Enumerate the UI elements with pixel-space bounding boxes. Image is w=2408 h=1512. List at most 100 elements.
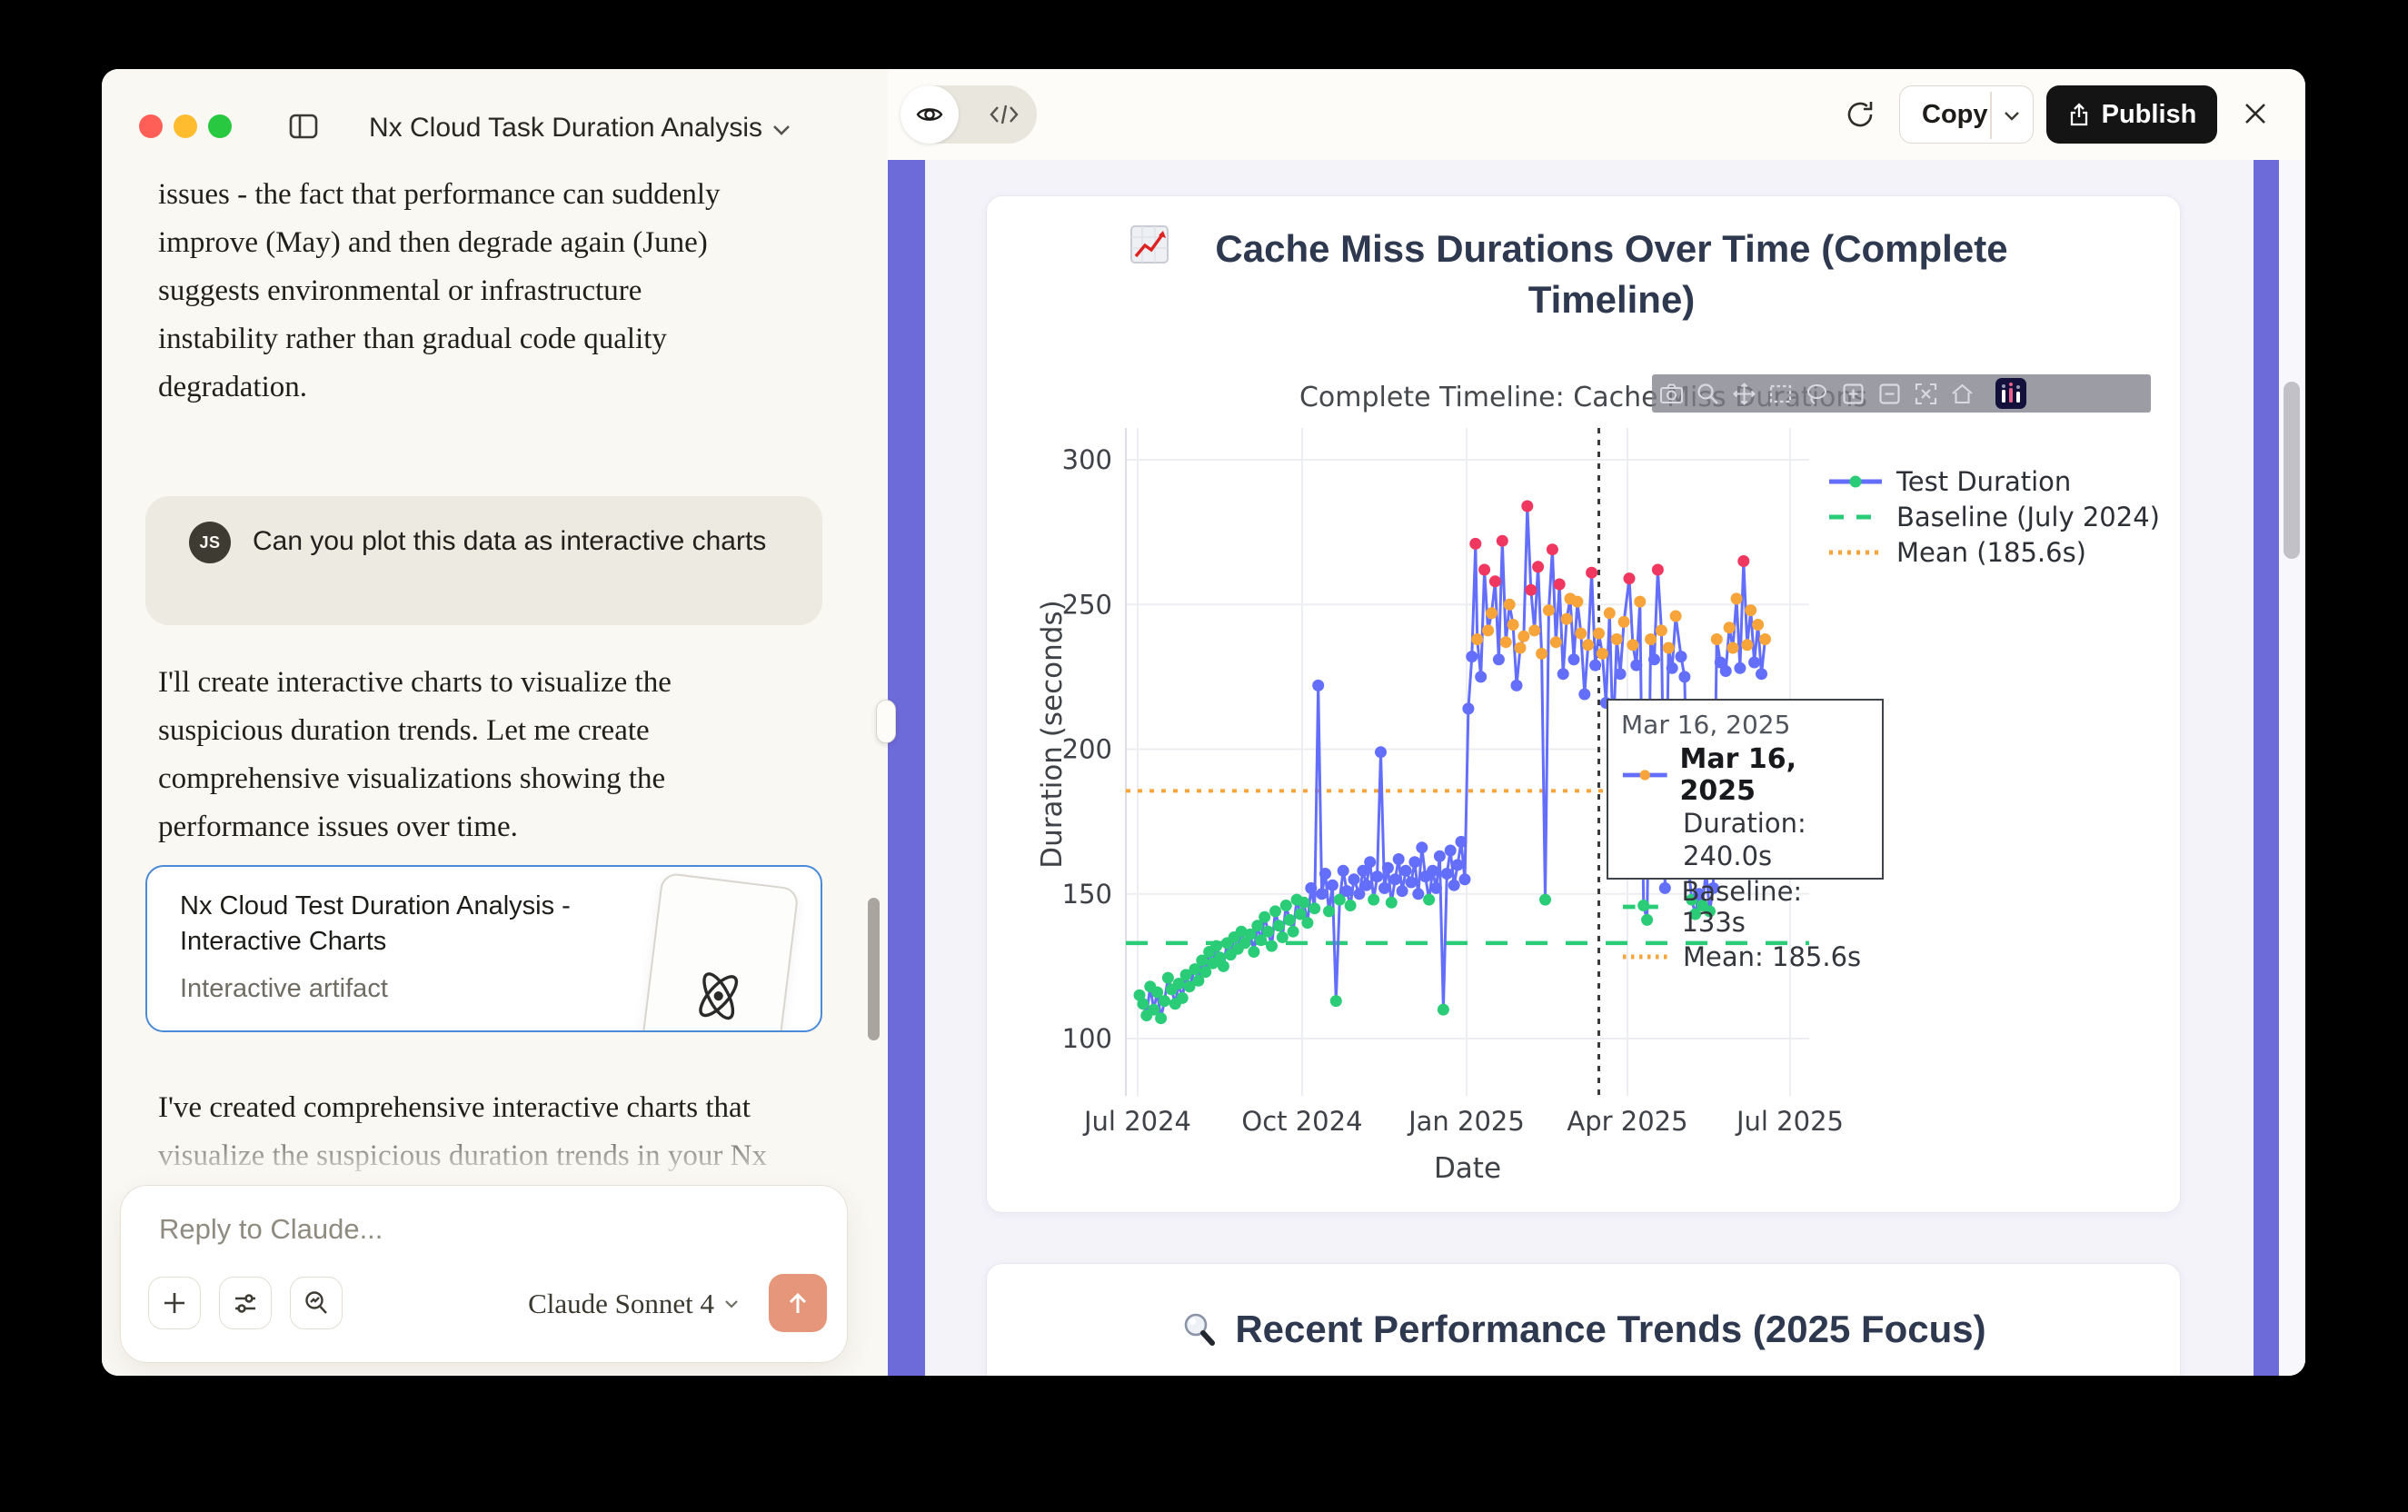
chat-scrollbar[interactable] bbox=[868, 898, 880, 1040]
tooltip-date: Mar 16, 2025 bbox=[1621, 710, 1791, 740]
svg-text:Jul 2025: Jul 2025 bbox=[1735, 1106, 1844, 1137]
chart-card: Cache Miss Durations Over Time (Complete… bbox=[986, 195, 2181, 1213]
svg-text:100: 100 bbox=[1062, 1023, 1112, 1054]
model-selector[interactable]: Claude Sonnet 4 bbox=[528, 1288, 740, 1320]
legend-item-mean[interactable]: Mean (185.6s) bbox=[1827, 537, 2160, 568]
close-window-button[interactable] bbox=[139, 114, 163, 138]
artifact-card[interactable]: Nx Cloud Test Duration Analysis - Intera… bbox=[145, 865, 822, 1032]
box-select-icon[interactable] bbox=[1768, 382, 1793, 406]
chevron-down-icon bbox=[725, 1300, 738, 1308]
copy-divider bbox=[1990, 92, 1992, 139]
autoscale-icon[interactable] bbox=[1914, 382, 1938, 406]
svg-text:Jan 2025: Jan 2025 bbox=[1407, 1106, 1525, 1137]
artifact-card-subtitle: Interactive artifact bbox=[180, 974, 388, 1003]
legend-item-test-duration[interactable]: Test Duration bbox=[1827, 466, 2160, 497]
artifact-thumbnail bbox=[636, 871, 800, 1030]
eye-icon bbox=[916, 108, 943, 121]
preview-tab[interactable] bbox=[901, 85, 959, 144]
chart-tooltip: Mar 16, 2025 Mar 16, 2025 Duration: 240.… bbox=[1607, 699, 1884, 972]
svg-text:250: 250 bbox=[1062, 589, 1112, 620]
arrow-up-icon bbox=[789, 1292, 807, 1313]
preview-code-toggle[interactable] bbox=[901, 85, 1037, 144]
attach-button[interactable] bbox=[148, 1277, 201, 1329]
x-axis-title: Date bbox=[1433, 1152, 1502, 1185]
code-tab[interactable] bbox=[984, 98, 1024, 131]
reply-input[interactable]: Reply to Claude... bbox=[159, 1213, 383, 1245]
copy-label: Copy bbox=[1922, 100, 1988, 129]
chart-legend[interactable]: Test Duration Baseline (July 2024) Mean … bbox=[1827, 466, 2160, 568]
chevron-down-icon bbox=[773, 125, 790, 135]
research-button[interactable] bbox=[290, 1277, 343, 1329]
svg-text:Jul 2024: Jul 2024 bbox=[1082, 1106, 1191, 1137]
reset-axes-icon[interactable] bbox=[1950, 382, 1975, 406]
y-axis-title: Duration (seconds) bbox=[1036, 600, 1069, 869]
zoom-out-icon[interactable] bbox=[1877, 382, 1902, 406]
assistant-paragraph-top: issues - the fact that performance can s… bbox=[158, 178, 721, 403]
trends-heading: Recent Performance Trends (2025 Focus) bbox=[987, 1308, 2180, 1351]
line-marker-swatch bbox=[1829, 475, 1882, 488]
dot-swatch bbox=[1829, 550, 1882, 555]
preview-right-margin bbox=[2254, 160, 2279, 1376]
preview-left-margin bbox=[888, 160, 925, 1376]
conversation-title[interactable]: Nx Cloud Task Duration Analysis bbox=[369, 113, 791, 144]
chat-bottom-fade bbox=[102, 1114, 888, 1196]
svg-text:150: 150 bbox=[1062, 879, 1112, 910]
zoom-window-button[interactable] bbox=[208, 114, 232, 138]
send-button[interactable] bbox=[769, 1274, 827, 1332]
assistant-paragraph: I'll create interactive charts to visual… bbox=[158, 666, 672, 843]
window-controls bbox=[139, 114, 232, 138]
artifact-card-title: Nx Cloud Test Duration Analysis - Intera… bbox=[180, 891, 571, 956]
chart-card-title: Cache Miss Durations Over Time (Complete… bbox=[987, 224, 2180, 325]
pan-icon[interactable] bbox=[1732, 382, 1756, 406]
dash-swatch bbox=[1829, 514, 1882, 520]
atom-icon bbox=[699, 972, 739, 1020]
plus-icon bbox=[164, 1293, 184, 1313]
zoom-in-icon[interactable] bbox=[1841, 382, 1866, 406]
chat-panel: Nx Cloud Task Duration Analysis issues -… bbox=[102, 69, 888, 1376]
reply-composer[interactable]: Reply to Claude... Claude Sonnet 4 bbox=[120, 1185, 848, 1363]
panel-resize-handle[interactable] bbox=[876, 700, 896, 743]
download-plot-icon[interactable] bbox=[1659, 382, 1684, 406]
sidebar-toggle-icon[interactable] bbox=[288, 111, 319, 142]
sliders-icon bbox=[235, 1294, 255, 1313]
user-message-text: Can you plot this data as interactive ch… bbox=[253, 526, 767, 556]
tools-button[interactable] bbox=[219, 1277, 272, 1329]
publish-button[interactable]: Publish bbox=[2046, 85, 2217, 144]
artifact-panel: Copy Publish Cache Miss Durations Over bbox=[888, 69, 2305, 1376]
model-label: Claude Sonnet 4 bbox=[528, 1288, 714, 1319]
preview-scrollbar-track[interactable] bbox=[2279, 160, 2305, 1376]
tooltip-mean: Mean: 185.6s bbox=[1683, 941, 1862, 972]
close-artifact-button[interactable] bbox=[2239, 97, 2272, 130]
code-icon bbox=[990, 104, 1019, 124]
close-icon bbox=[2245, 104, 2265, 124]
search-trend-icon bbox=[305, 1291, 327, 1314]
line-marker-swatch bbox=[1622, 770, 1667, 781]
chart-title: Cache Miss Durations Over Time (Complete… bbox=[1215, 227, 2008, 321]
lasso-select-icon[interactable] bbox=[1805, 382, 1829, 406]
svg-text:300: 300 bbox=[1062, 444, 1112, 475]
legend-item-baseline[interactable]: Baseline (July 2024) bbox=[1827, 502, 2160, 532]
refresh-icon bbox=[1847, 102, 1873, 127]
minimize-window-button[interactable] bbox=[174, 114, 197, 138]
artifact-toolbar: Copy Publish bbox=[888, 69, 2305, 160]
timeline-chart[interactable]: Jul 2024 Oct 2024 Jan 2025 Apr 2025 Jul 2025… bbox=[987, 196, 2182, 1214]
chevron-down-icon bbox=[2005, 112, 2019, 121]
zoom-icon[interactable] bbox=[1696, 382, 1720, 406]
tooltip-title: Mar 16, 2025 bbox=[1679, 743, 1796, 807]
plotly-modebar bbox=[1652, 374, 2151, 413]
refresh-button[interactable] bbox=[1844, 98, 1876, 131]
window-titlebar: Nx Cloud Task Duration Analysis bbox=[102, 69, 888, 167]
tooltip-baseline: Baseline: 133s bbox=[1681, 876, 1803, 938]
chart-increasing-icon bbox=[1129, 225, 1169, 264]
svg-text:Apr 2025: Apr 2025 bbox=[1567, 1106, 1687, 1137]
dash-swatch bbox=[1622, 904, 1669, 910]
copy-button[interactable]: Copy bbox=[1899, 85, 2034, 144]
plotly-logo-icon[interactable] bbox=[1995, 378, 2026, 409]
preview-scrollbar-thumb[interactable] bbox=[2284, 382, 2300, 559]
magnifier-icon bbox=[1185, 1313, 1216, 1346]
tooltip-duration: Duration: 240.0s bbox=[1683, 808, 1806, 871]
dot-swatch bbox=[1623, 954, 1670, 960]
artifact-preview: Cache Miss Durations Over Time (Complete… bbox=[888, 160, 2305, 1376]
claude-app-window: Nx Cloud Task Duration Analysis issues -… bbox=[102, 69, 2305, 1376]
copy-dropdown[interactable] bbox=[2000, 104, 2024, 131]
